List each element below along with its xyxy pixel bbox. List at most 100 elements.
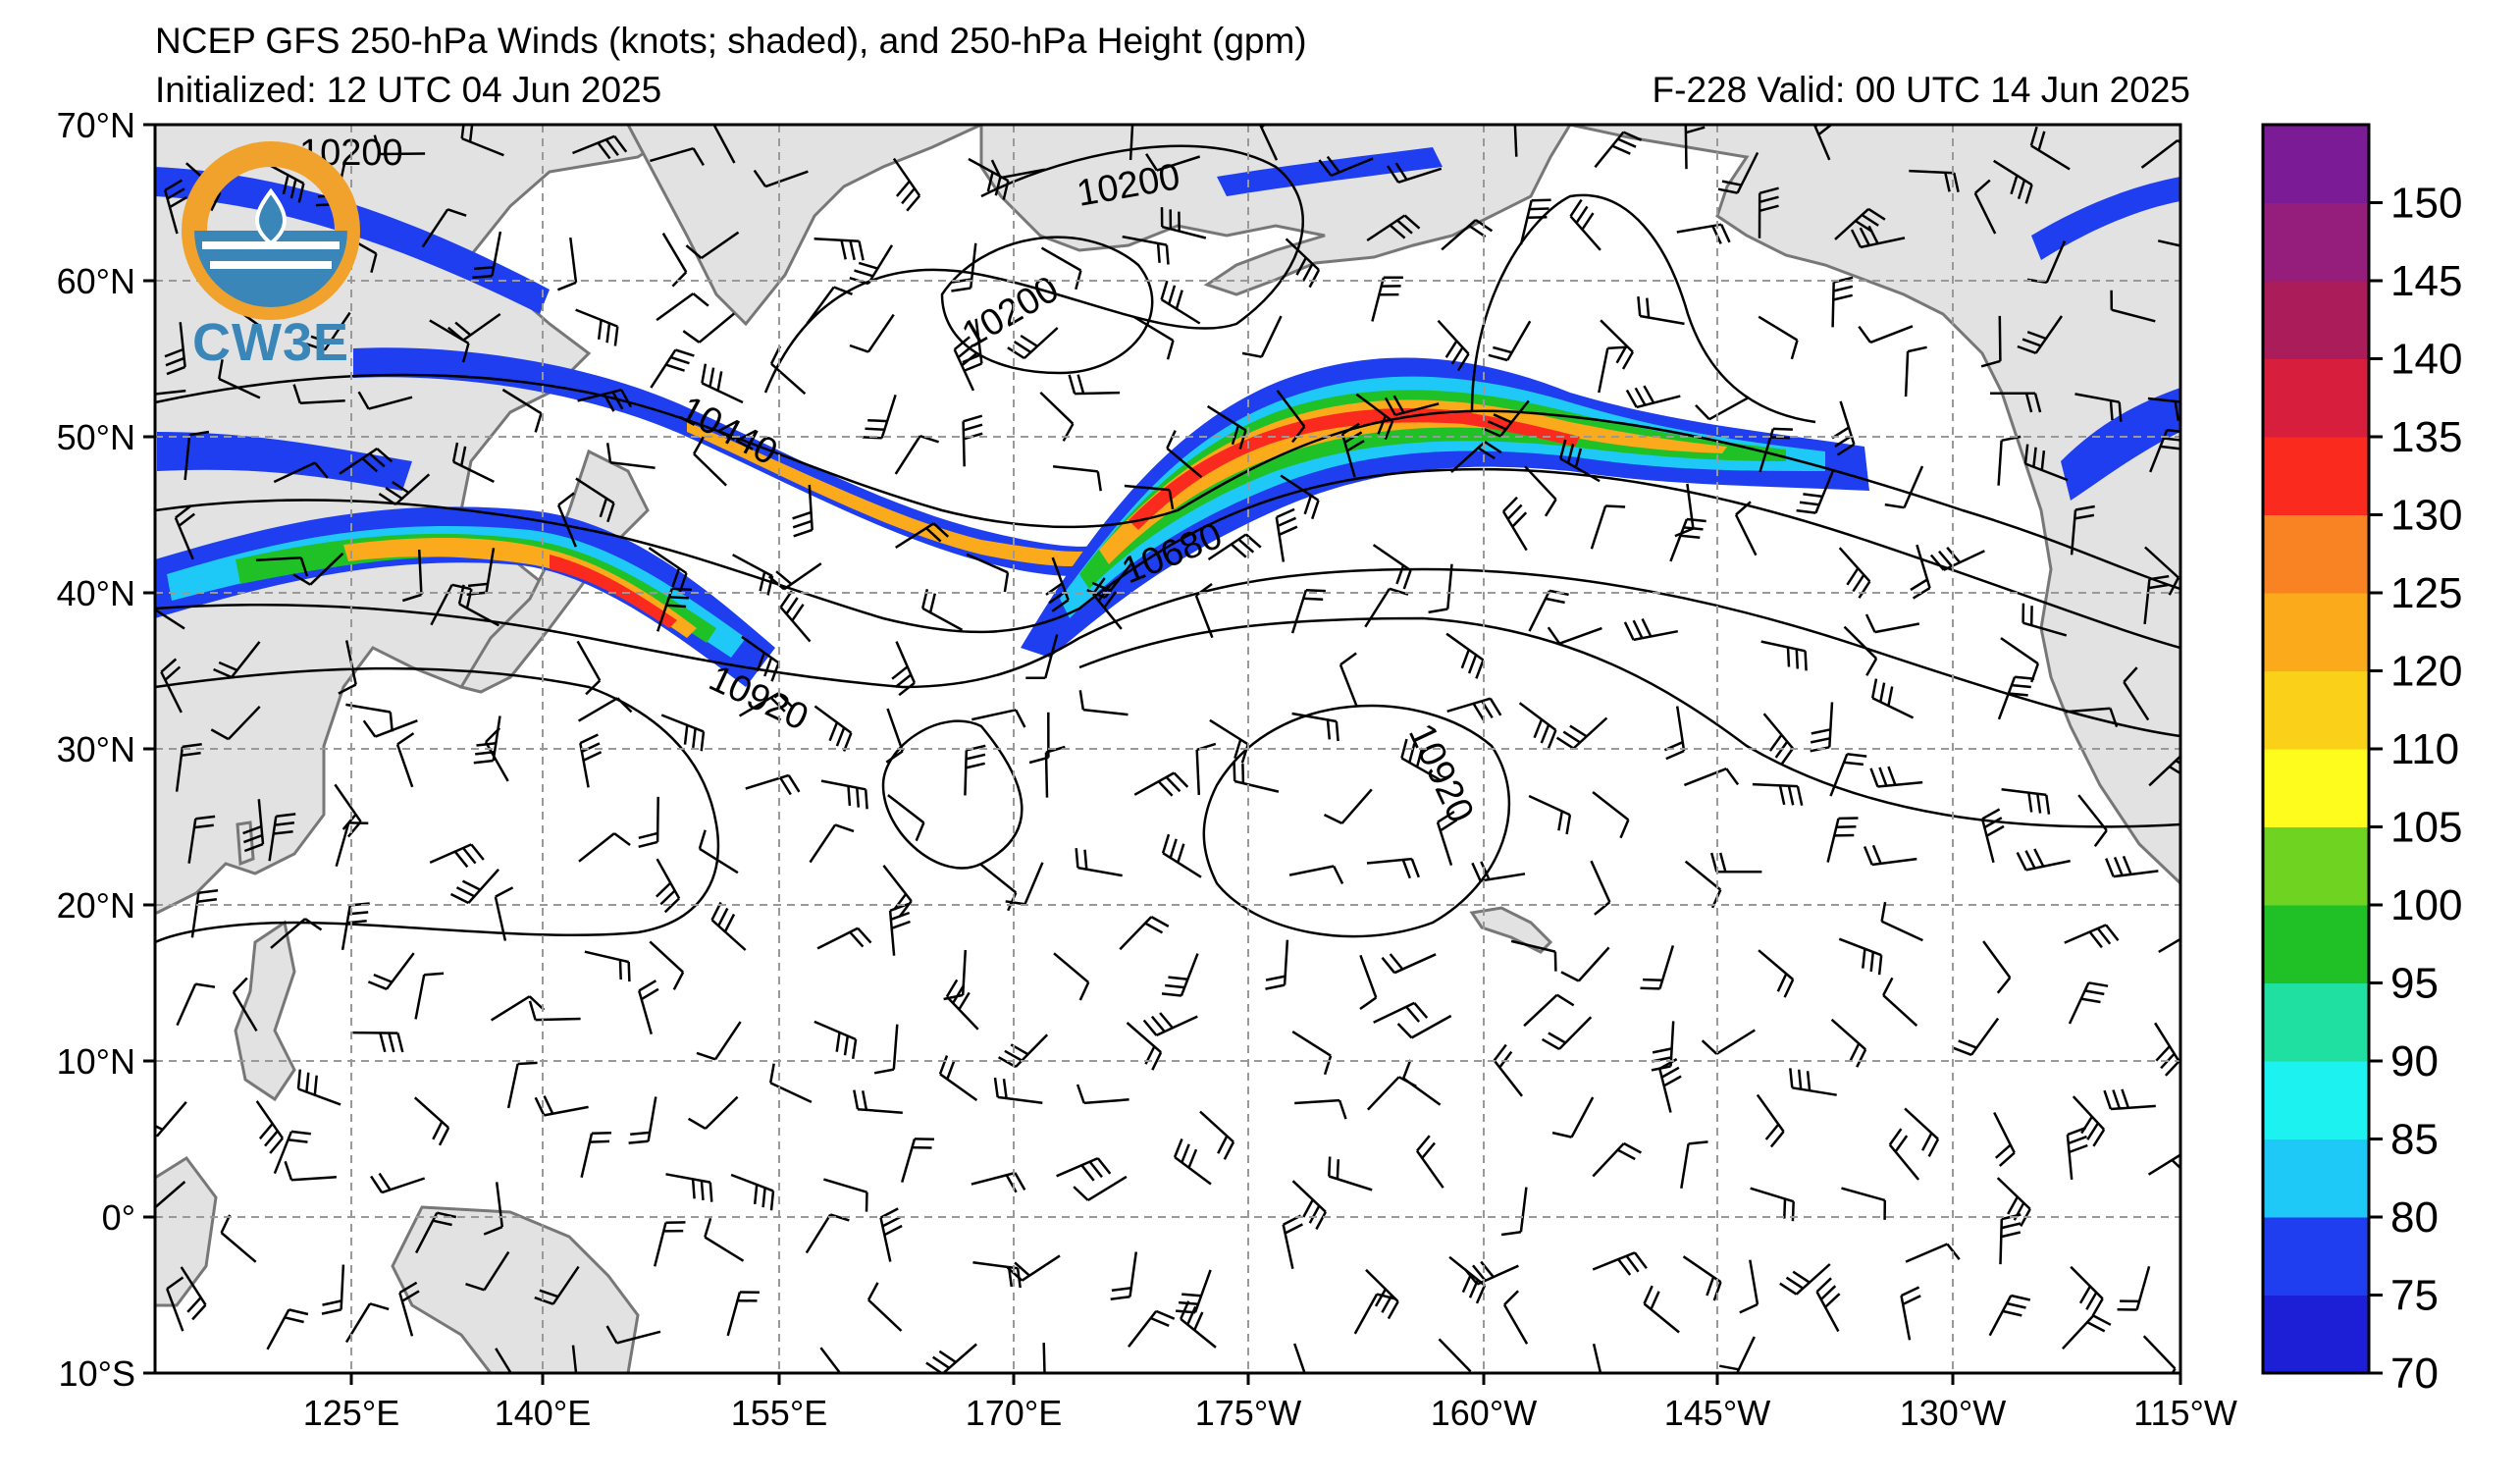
wind-barb (1372, 544, 1412, 590)
wind-barb (792, 484, 814, 538)
wind-barb (687, 1095, 739, 1130)
wind-barb (414, 972, 445, 1020)
lat-label-0: 0° (102, 1197, 135, 1238)
wind-barb (1528, 794, 1572, 835)
colorbar-swatch (2263, 826, 2369, 906)
wind-barb (1758, 949, 1795, 998)
wind-barb (966, 553, 1010, 593)
wind-barb (556, 492, 577, 548)
wind-barb (556, 237, 578, 291)
lat-label-10s: 10°S (59, 1353, 135, 1394)
wind-barb (1789, 1068, 1837, 1096)
wind-barb (1888, 1128, 1920, 1181)
colorbar-tick-label: 70 (2390, 1350, 2439, 1398)
wind-barb (232, 977, 258, 1033)
wind-barb (1381, 953, 1437, 975)
wind-barb (1560, 946, 1610, 982)
wind-barb (1006, 1254, 1061, 1282)
wind-barb (429, 843, 485, 869)
colorbar: 70 75 80 85 90 95 100 105 110 120 125 130 135 140 145 1… (2261, 123, 2462, 1398)
wind-barb (1838, 937, 1883, 976)
wind-barb (401, 549, 423, 603)
wind-barb (292, 552, 344, 586)
wind-barb (637, 980, 659, 1035)
wind-barb (1428, 563, 1453, 614)
wind-barb (284, 1160, 337, 1182)
wind-barb (814, 238, 865, 261)
wind-barb (2154, 1022, 2180, 1077)
wind-barb (990, 159, 1046, 180)
wind-barb (266, 1308, 309, 1351)
wind-barb (1555, 716, 1608, 750)
wind-barb (370, 1172, 426, 1194)
colorbar-swatch (2263, 1139, 2369, 1218)
wind-barb (571, 1345, 578, 1373)
wind-barb (1042, 1343, 1046, 1373)
wind-barb (1909, 169, 1960, 192)
wind-barb (1592, 1251, 1648, 1276)
wind-barb (2148, 754, 2180, 787)
wind-barb (968, 157, 1010, 200)
wind-barb (576, 640, 602, 696)
wind-barb (292, 384, 345, 404)
wind-barb (1488, 320, 1532, 362)
wind-barb (495, 1348, 513, 1373)
wind-barb (1929, 546, 1985, 571)
wind-barb (1206, 404, 1247, 450)
wind-barb (2021, 603, 2068, 637)
wind-barb (745, 773, 801, 796)
colorbar-swatch (2263, 125, 2369, 203)
wind-barb (712, 125, 736, 164)
wind-barb (696, 1021, 742, 1061)
wind-barb (879, 1207, 903, 1262)
wind-barb (1415, 1135, 1444, 1189)
colorbar-tick-label: 130 (2390, 492, 2462, 540)
wind-barb (579, 733, 603, 788)
hawaii (1469, 906, 1553, 954)
wind-barb (1523, 993, 1575, 1028)
wind-barb (1796, 470, 1834, 514)
wind-barb (1387, 162, 1443, 184)
wind-barb (2066, 1126, 2088, 1181)
wind-barb (1199, 1110, 1235, 1160)
lon-label-140e: 140°E (495, 1393, 591, 1433)
wind-barb (660, 714, 706, 752)
wind-barb (1709, 852, 1762, 874)
wind-barb (873, 1024, 899, 1075)
colorbar-ticks: 70 75 80 85 90 95 100 105 110 120 125 130 135 140 145 1… (2369, 180, 2462, 1398)
wind-barb (1682, 1255, 1722, 1301)
wind-barb (1829, 753, 1867, 797)
colorbar-tick-label: 120 (2390, 648, 2462, 696)
wind-barb (1625, 385, 1681, 409)
wind-barb (1623, 617, 1679, 642)
wind-barb (1445, 632, 1485, 679)
wind-barb (816, 927, 872, 950)
wind-barb (1293, 1343, 1306, 1373)
wind-barb (661, 233, 688, 288)
lat-label-70n: 70°N (57, 105, 135, 145)
wind-barb (1482, 399, 1530, 438)
philippines (234, 920, 296, 1102)
wind-barb (730, 1173, 775, 1211)
colorbar-tick-label: 100 (2390, 881, 2462, 929)
wind-barb (1598, 345, 1628, 394)
wind-barb (1384, 395, 1440, 417)
wind-barb (895, 522, 950, 549)
wind-barb (421, 208, 467, 248)
wind-barb (2016, 848, 2071, 872)
wind-barb (1005, 862, 1044, 906)
wind-barb (1119, 916, 1170, 951)
lat-label-60n: 60°N (57, 261, 135, 301)
wind-barb (1194, 582, 1214, 639)
wind-barb (1838, 547, 1871, 599)
wind-barb (2065, 707, 2119, 728)
wind-barb (1524, 465, 1557, 517)
wind-barb (465, 1250, 510, 1292)
wind-barb (1501, 496, 1528, 552)
wind-barb (971, 709, 1026, 728)
wind-barb (649, 940, 685, 990)
colorbar-tick-label: 110 (2390, 725, 2459, 773)
wind-barb (1161, 953, 1199, 997)
wind-barb (650, 146, 705, 167)
wind-barb (1438, 1338, 1472, 1373)
